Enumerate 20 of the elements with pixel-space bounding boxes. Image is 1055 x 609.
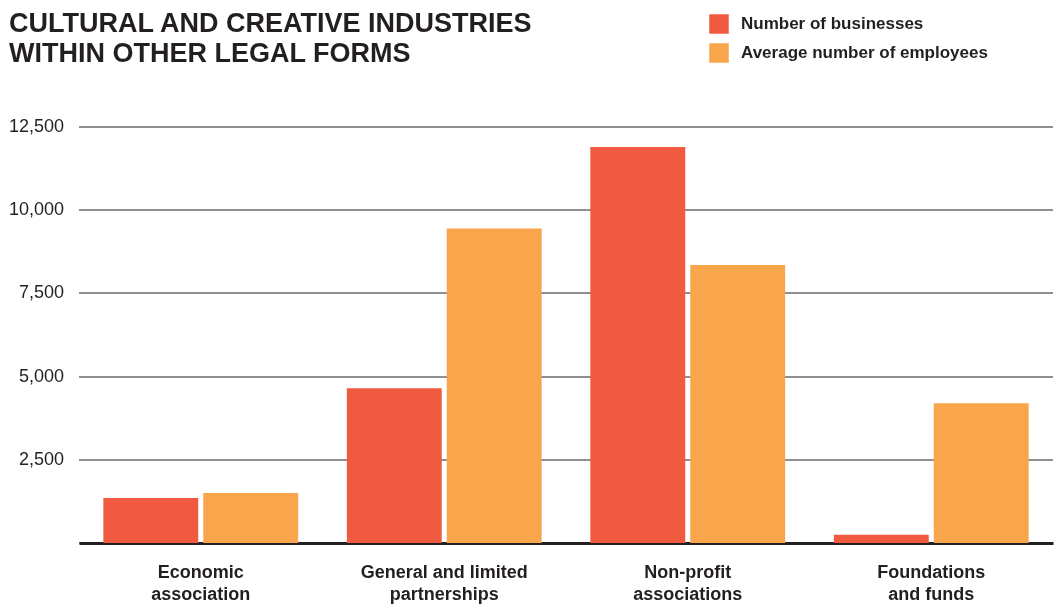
y-tick-label: 10,000 xyxy=(8,199,64,220)
x-tick-label: Non-profit associations xyxy=(633,561,743,604)
x-tick-label: Economic association xyxy=(151,561,251,604)
y-tick-label: 12,500 xyxy=(8,116,64,136)
legend-label: Number of businesses xyxy=(741,14,924,33)
bar xyxy=(446,228,542,543)
x-tick-label: General and limited partnerships xyxy=(360,561,528,604)
bar xyxy=(346,388,442,543)
chart-title: CULTURAL AND CREATIVE INDUSTRIES WITHIN OTHER LEGAL FORMS xyxy=(8,8,532,68)
bar xyxy=(103,498,199,543)
y-tick-label: 5,000 xyxy=(18,365,64,386)
bar xyxy=(203,493,299,543)
legend-label: Average number of employees xyxy=(741,43,988,62)
bar xyxy=(690,265,786,543)
y-tick-label: 2,500 xyxy=(18,448,64,469)
x-tick-label: Foundations and funds xyxy=(877,561,986,604)
bar xyxy=(933,403,1029,543)
bar xyxy=(590,146,686,543)
bar xyxy=(833,534,929,543)
y-tick-label: 7,500 xyxy=(18,282,64,303)
